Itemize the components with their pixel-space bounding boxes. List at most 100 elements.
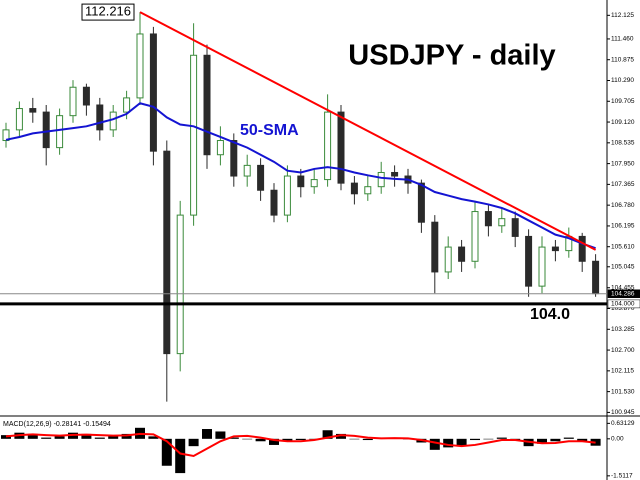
- candle-body: [2, 129, 10, 142]
- candle-body: [551, 246, 559, 252]
- candle-body: [230, 140, 238, 177]
- candle-body: [270, 189, 278, 216]
- macd-bar: [282, 438, 293, 442]
- annotation-box: [81, 3, 135, 21]
- macd-bar: [255, 438, 266, 442]
- macd-bar: [456, 438, 467, 447]
- candle-body: [417, 182, 425, 223]
- candle-body: [283, 175, 291, 216]
- y-tick-label: -1.5117: [611, 473, 633, 480]
- candle-body: [498, 218, 506, 227]
- macd-bar: [322, 430, 333, 439]
- y-tick-label: 111.460: [611, 36, 634, 43]
- candle-body: [391, 171, 399, 177]
- macd-bar: [537, 438, 547, 444]
- candle-body: [96, 104, 104, 131]
- candle-body: [29, 108, 37, 113]
- macd-bar: [54, 436, 65, 439]
- y-tick-label: 106.780: [611, 202, 635, 209]
- macd-bar: [470, 438, 480, 441]
- candle-body: [136, 33, 144, 99]
- candle-body: [337, 111, 345, 184]
- candle-body: [69, 86, 77, 117]
- y-tick-label: 105.045: [611, 263, 635, 270]
- y-tick-label: 110.290: [611, 77, 634, 84]
- macd-label: MACD(12,26,9) -0.28141 -0.15494: [3, 421, 111, 428]
- y-tick-label: 112.125: [611, 12, 634, 19]
- candle-body: [190, 54, 198, 216]
- price-label-box: [607, 299, 640, 309]
- candle-body: [525, 235, 533, 287]
- y-tick-label: 109.705: [611, 98, 635, 105]
- candle-body: [123, 97, 131, 113]
- macd-bar: [336, 433, 346, 439]
- macd-bar: [228, 437, 239, 439]
- macd-bar: [161, 438, 172, 466]
- macd-bar: [429, 438, 440, 450]
- candle-body: [56, 115, 64, 149]
- macd-bar: [577, 438, 588, 442]
- y-tick-label: 103.285: [611, 326, 635, 333]
- candle-body: [592, 260, 600, 295]
- macd-bar: [188, 438, 199, 447]
- macd-bar: [496, 437, 507, 439]
- macd-bar: [81, 433, 92, 439]
- candle-body: [257, 164, 265, 191]
- price-label: 104.286: [611, 290, 635, 297]
- macd-bar: [362, 438, 373, 441]
- macd-bar: [483, 438, 494, 440]
- overlay-label: 50-SMA: [240, 122, 299, 139]
- candle-body: [203, 54, 211, 156]
- macd-bar: [550, 438, 561, 442]
- y-tick-label: 110.875: [611, 56, 634, 63]
- candle-body: [176, 214, 184, 355]
- macd-bar: [215, 431, 226, 439]
- candle-body: [471, 211, 479, 262]
- macd-bar: [349, 438, 360, 440]
- candle-body: [310, 179, 318, 188]
- candle-body: [511, 218, 519, 237]
- trendline: [139, 11, 597, 251]
- macd-bar: [1, 435, 11, 439]
- candle-body: [243, 164, 251, 177]
- y-tick-label: 104.455: [611, 284, 635, 291]
- candle-body: [109, 111, 117, 131]
- candle-body: [15, 108, 23, 131]
- annotation-label: 112.216: [85, 4, 131, 19]
- macd-bar: [295, 438, 306, 441]
- candle-body: [149, 33, 157, 152]
- macd-bar: [108, 436, 119, 439]
- candle-body: [324, 111, 332, 181]
- macd-bar: [41, 437, 52, 439]
- macd-bar: [175, 438, 186, 474]
- candle-body: [431, 221, 439, 273]
- y-tick-label: 101.530: [611, 388, 635, 395]
- y-tick-label: 106.195: [611, 223, 635, 230]
- macd-bar: [242, 438, 253, 440]
- y-tick-label: 0.63129: [611, 420, 635, 427]
- macd-bar: [94, 437, 105, 439]
- y-tick-label: 107.950: [611, 160, 635, 167]
- macd-bar: [202, 429, 212, 439]
- y-tick-label: 108.535: [611, 140, 635, 147]
- y-tick-label: 103.870: [611, 305, 635, 312]
- y-tick-label: 109.120: [611, 119, 635, 126]
- candle-body: [350, 182, 358, 195]
- candle-body: [458, 246, 466, 262]
- candle-body: [364, 186, 372, 195]
- candle-body: [444, 246, 452, 273]
- y-tick-label: 0.00: [611, 436, 624, 443]
- macd-bar: [443, 438, 454, 448]
- macd-bar: [27, 433, 38, 439]
- sma-line: [5, 102, 596, 250]
- chart-title: USDJPY - daily: [348, 40, 555, 72]
- y-tick-label: 102.700: [611, 347, 635, 354]
- price-label-box: [607, 289, 640, 298]
- price-label: 104.000: [611, 301, 635, 308]
- candle-body: [538, 246, 546, 287]
- signal-line: [5, 432, 596, 458]
- candle-body: [377, 171, 385, 188]
- macd-bar: [148, 436, 159, 439]
